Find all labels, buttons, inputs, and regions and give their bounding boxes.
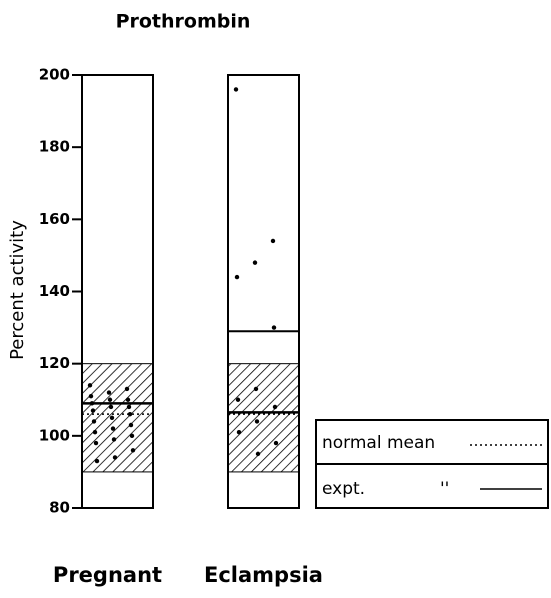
dot <box>112 455 118 460</box>
dot <box>128 422 134 428</box>
dot <box>271 325 277 330</box>
dot <box>236 430 242 435</box>
normal-range <box>227 363 300 473</box>
dot <box>272 404 278 410</box>
dot <box>107 397 113 402</box>
category-label: Pregnant <box>53 563 162 587</box>
dot <box>108 404 114 410</box>
dot <box>233 87 239 92</box>
dot <box>126 404 132 410</box>
dot <box>92 430 98 435</box>
dot <box>234 274 240 280</box>
dot <box>110 426 116 431</box>
dot <box>109 415 115 420</box>
column-frame <box>227 74 300 509</box>
y-tick-label: 120 <box>39 354 70 372</box>
chart-title: Prothrombin <box>116 11 251 33</box>
dot <box>94 458 100 464</box>
y-axis-label: Percent activity <box>7 220 28 360</box>
y-tick-label: 200 <box>39 66 70 84</box>
category-label: Eclampsia <box>204 563 323 587</box>
dot <box>273 440 279 446</box>
dot <box>253 386 259 392</box>
legend-ditto: '' <box>440 479 449 499</box>
dot <box>270 238 276 244</box>
dot <box>89 401 95 406</box>
dot <box>127 411 133 417</box>
y-tick-label: 160 <box>39 210 70 228</box>
dot <box>93 440 99 446</box>
dot <box>124 386 130 392</box>
dot <box>90 408 96 413</box>
y-tick-label: 100 <box>39 426 70 444</box>
legend: normal mean expt. '' <box>315 419 549 509</box>
y-tick-label: 180 <box>39 138 70 156</box>
dot <box>235 397 241 402</box>
dot <box>129 433 135 439</box>
dot <box>91 419 97 424</box>
column-frame <box>81 74 154 509</box>
y-tick-label: 140 <box>39 282 70 300</box>
dot <box>125 397 131 402</box>
normal-range <box>81 363 154 473</box>
y-tick-label: 80 <box>49 499 70 517</box>
dot <box>88 393 94 399</box>
dot <box>254 419 260 424</box>
dot <box>106 390 112 395</box>
dot <box>111 437 117 442</box>
dot <box>130 448 136 453</box>
dot <box>252 260 258 265</box>
dot <box>87 383 93 388</box>
legend-label: expt. <box>322 479 365 499</box>
dot <box>255 451 261 457</box>
legend-label: normal mean <box>322 433 435 453</box>
